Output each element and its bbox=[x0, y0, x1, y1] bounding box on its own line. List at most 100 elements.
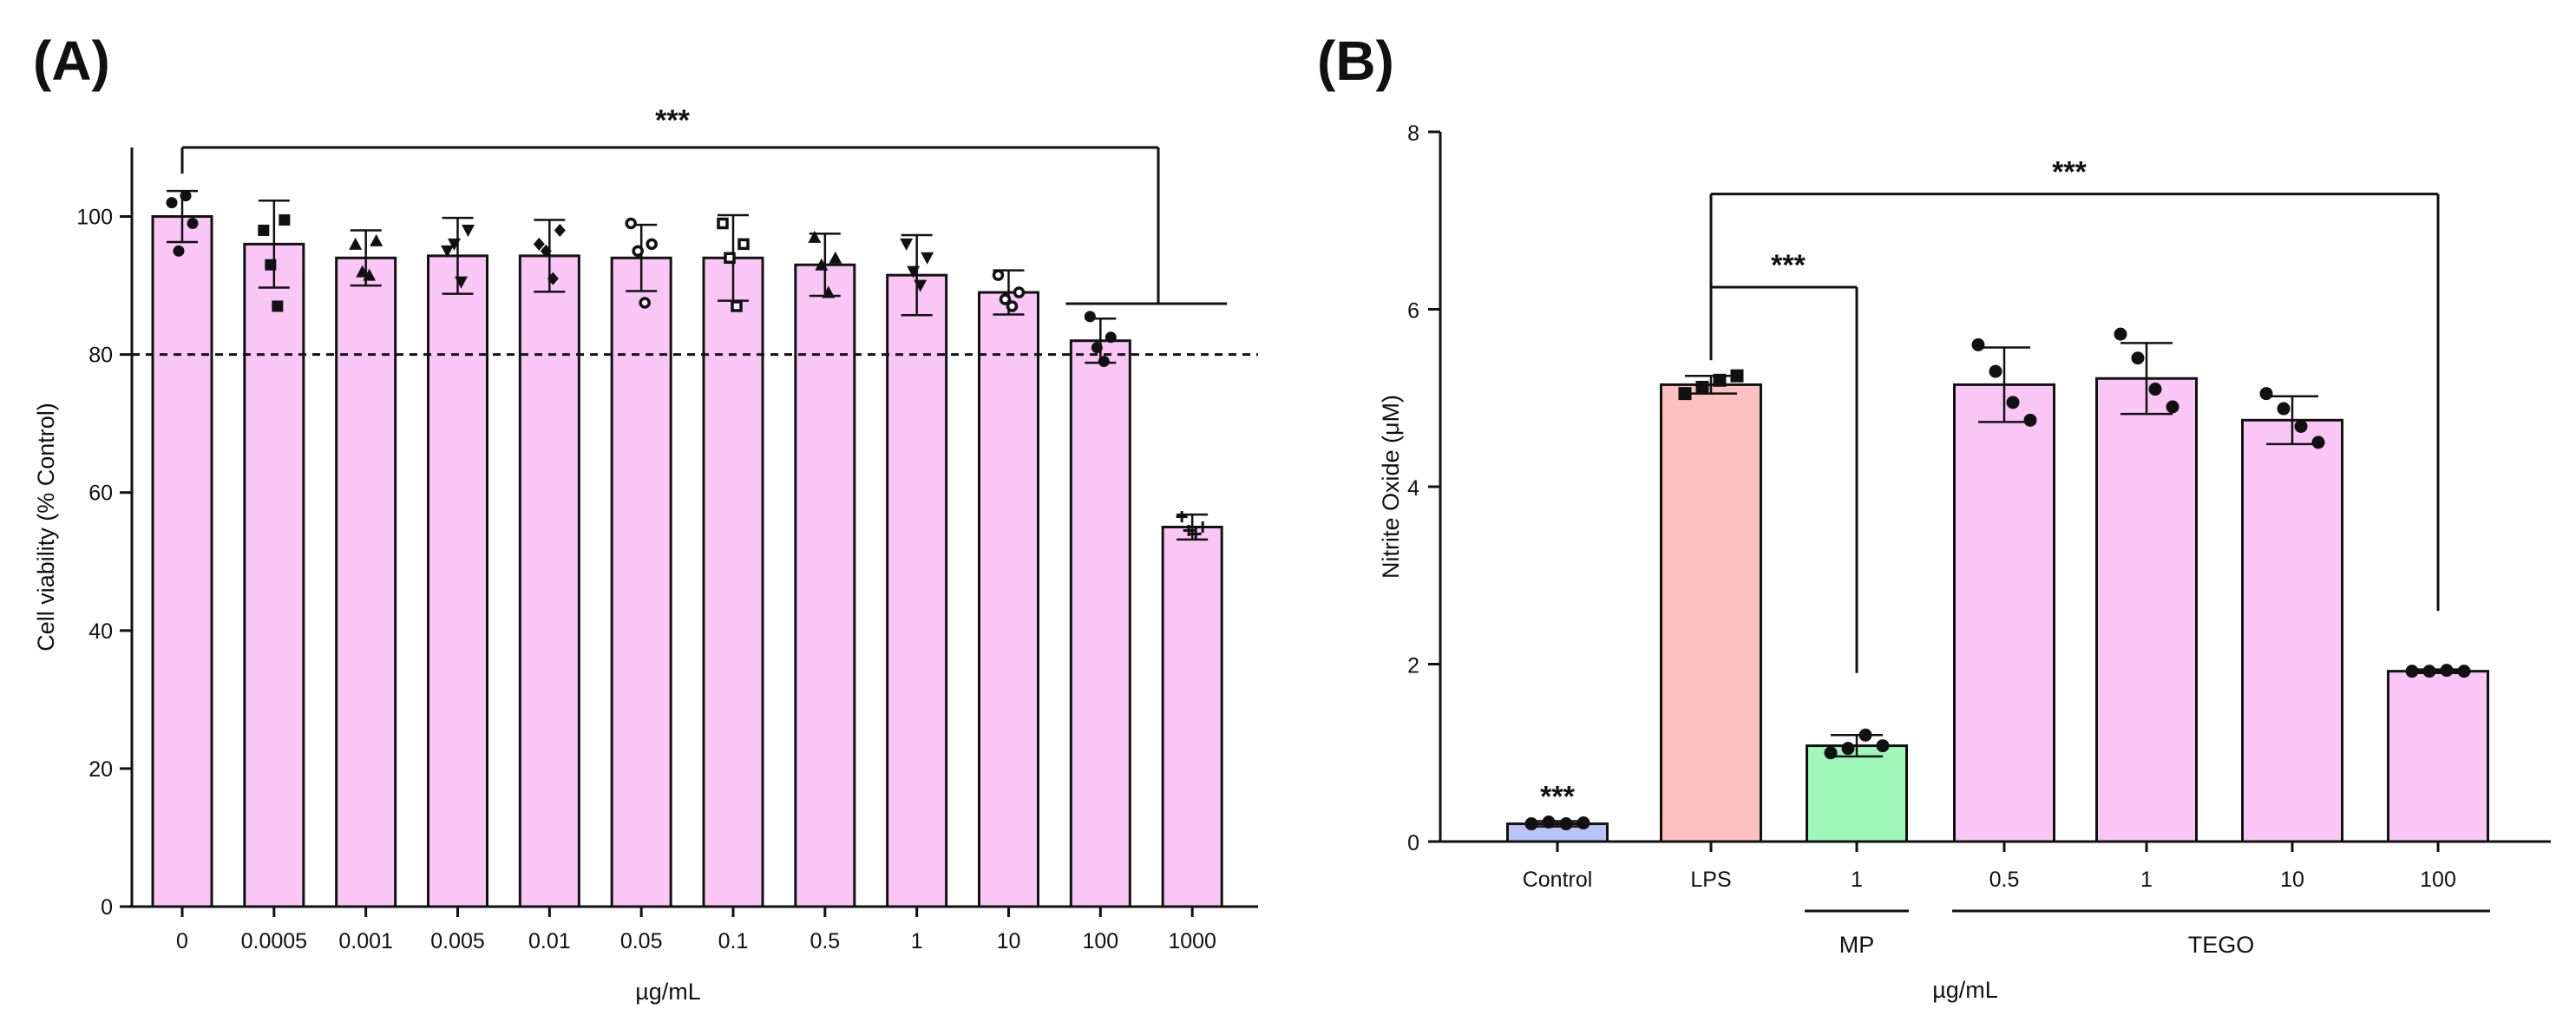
panel-a-data-point bbox=[808, 230, 822, 243]
panel-b-x-tick-label: 1 bbox=[2140, 868, 2153, 892]
panel-b-data-point bbox=[1695, 380, 1709, 394]
panel-a-data-point bbox=[547, 272, 559, 285]
panel-a-x-tick-label: 0.005 bbox=[430, 929, 485, 953]
panel-a-bar bbox=[978, 291, 1039, 908]
panel-a-y-tick-label: 0 bbox=[101, 895, 113, 920]
panel-b-data-point bbox=[2166, 400, 2179, 414]
panel-b-bar bbox=[1953, 383, 2055, 843]
panel-b-data-point bbox=[2405, 665, 2419, 678]
panel-a-data-point bbox=[265, 259, 277, 271]
panel-a-x-tick-label: 0.0005 bbox=[241, 929, 307, 953]
panel-b: (B) 0 2 4 6 8 Control LPS 1 0.5 1 10 100 MP TEGO *** **… bbox=[1317, 29, 2551, 1003]
panel-b-x-tick-label: 10 bbox=[2280, 868, 2304, 892]
panel-a-x-tick-label: 1000 bbox=[1168, 929, 1216, 953]
panel-b-data-point bbox=[2311, 436, 2325, 449]
panel-a-x-tick-label: 10 bbox=[997, 929, 1021, 953]
panel-b-data-point bbox=[2294, 419, 2308, 433]
panel-a-data-point bbox=[632, 245, 644, 258]
panel-a-data-point bbox=[1091, 342, 1103, 354]
panel-b-y-tick-label: 2 bbox=[1407, 654, 1419, 678]
panel-a-data-point bbox=[717, 217, 729, 230]
panel-a-significance-label: *** bbox=[655, 104, 690, 137]
panel-b-y-tick-label: 4 bbox=[1407, 476, 1419, 501]
panel-a-data-point bbox=[272, 300, 284, 312]
panel-b-data-point bbox=[2131, 351, 2145, 365]
panel-a-y-tick-label: 100 bbox=[76, 206, 113, 230]
panel-a-data-point bbox=[540, 244, 552, 258]
panel-b-x-tick-label: 0.5 bbox=[1989, 868, 2020, 892]
panel-b-bar bbox=[2387, 670, 2489, 843]
panel-a-label: (A) bbox=[33, 29, 110, 92]
panel-a-data-point bbox=[1104, 331, 1117, 344]
panel-a-data-point bbox=[1183, 524, 1195, 536]
panel-a-data-point bbox=[533, 237, 545, 251]
panel-a-data-point bbox=[921, 252, 934, 265]
panel-b-data-point bbox=[2259, 387, 2273, 401]
panel-b-data-point bbox=[1858, 728, 1872, 742]
panel-a-data-point bbox=[1084, 311, 1096, 323]
panel-a-data-point bbox=[356, 265, 370, 278]
panel-b-y-axis-label: Nitrite Oxide (μM) bbox=[1378, 395, 1404, 579]
panel-a-data-point bbox=[815, 258, 829, 271]
panel-a-data-point bbox=[441, 245, 454, 258]
panel-b-x-tick-label: 100 bbox=[2420, 868, 2456, 892]
panel-a-data-point bbox=[992, 269, 1005, 281]
panel-b-bar bbox=[2095, 377, 2198, 843]
panel-b-group-label: MP bbox=[1839, 932, 1875, 958]
panel-a-y-tick-label: 20 bbox=[88, 757, 113, 782]
panel-b-bar bbox=[1660, 383, 1762, 843]
panel-a-data-point bbox=[646, 238, 658, 251]
panel-b-data-point bbox=[1559, 817, 1573, 831]
panel-a-data-point bbox=[731, 300, 743, 312]
panel-a-data-point bbox=[180, 190, 192, 202]
panel-a-data-point bbox=[900, 238, 914, 251]
panel-a-data-point bbox=[625, 217, 637, 230]
panel-a-data-point bbox=[279, 214, 291, 226]
panel-a-x-tick-label: 1 bbox=[911, 929, 923, 953]
panel-a-data-point bbox=[258, 224, 270, 236]
panel-a-x-tick-label: 100 bbox=[1082, 929, 1118, 953]
panel-b-group-label: TEGO bbox=[2188, 932, 2255, 958]
panel-a-data-point bbox=[1196, 521, 1209, 533]
panel-a-y-axis-label: Cell viability (% Control) bbox=[33, 403, 59, 652]
panel-b-data-point bbox=[2114, 327, 2127, 341]
panel-a-x-tick-label: 0.001 bbox=[338, 929, 393, 953]
panel-b-data-point bbox=[1713, 373, 1727, 387]
panel-b-x-tick-label: LPS bbox=[1690, 868, 1731, 892]
panel-a-data-point bbox=[1013, 286, 1026, 298]
panel-b-label: (B) bbox=[1317, 29, 1394, 92]
panel-b-data-point bbox=[2023, 413, 2037, 427]
panel-a-data-point bbox=[462, 224, 475, 237]
panel-a-bar bbox=[151, 215, 213, 908]
panel-a-x-tick-label: 0.5 bbox=[810, 929, 840, 953]
panel-a-x-tick-label: 0.01 bbox=[528, 929, 571, 953]
panel-a-data-point bbox=[173, 245, 185, 257]
panel-a-data-point bbox=[907, 265, 921, 278]
panel-a-y-tick-label: 80 bbox=[88, 344, 113, 368]
panel-a-x-tick-label: 0.1 bbox=[718, 929, 749, 953]
panel-b-plot-area: 0 2 4 6 8 Control LPS 1 0.5 1 10 100 MP TEGO *** *** *** bbox=[1407, 121, 2551, 958]
panel-a-data-point bbox=[187, 218, 199, 229]
panel-b-significance-control: *** bbox=[1540, 781, 1575, 814]
panel-a-x-tick-label: 0 bbox=[176, 929, 188, 953]
panel-a-bar bbox=[243, 242, 305, 908]
panel-b-x-tick-label: Control bbox=[1523, 868, 1593, 892]
panel-b-y-tick-label: 6 bbox=[1407, 299, 1419, 324]
panel-b-data-point bbox=[2277, 402, 2291, 416]
panel-b-bar bbox=[1806, 744, 1908, 843]
panel-a-data-point bbox=[724, 252, 736, 265]
panel-a-data-point bbox=[448, 238, 461, 251]
panel-a-bar bbox=[518, 254, 580, 908]
panel-a-bar bbox=[886, 273, 948, 908]
panel-b-y-tick-label: 8 bbox=[1407, 121, 1419, 146]
panel-a-data-point bbox=[914, 279, 927, 292]
panel-b-data-point bbox=[1841, 742, 1855, 756]
panel-a-data-point bbox=[554, 223, 566, 237]
panel-a-bar bbox=[794, 263, 856, 908]
panel-a-data-point bbox=[1176, 511, 1188, 523]
panel-b-data-point bbox=[1678, 387, 1692, 401]
panel-b-data-point bbox=[1524, 817, 1538, 831]
panel-a-y-tick-label: 40 bbox=[88, 619, 113, 644]
